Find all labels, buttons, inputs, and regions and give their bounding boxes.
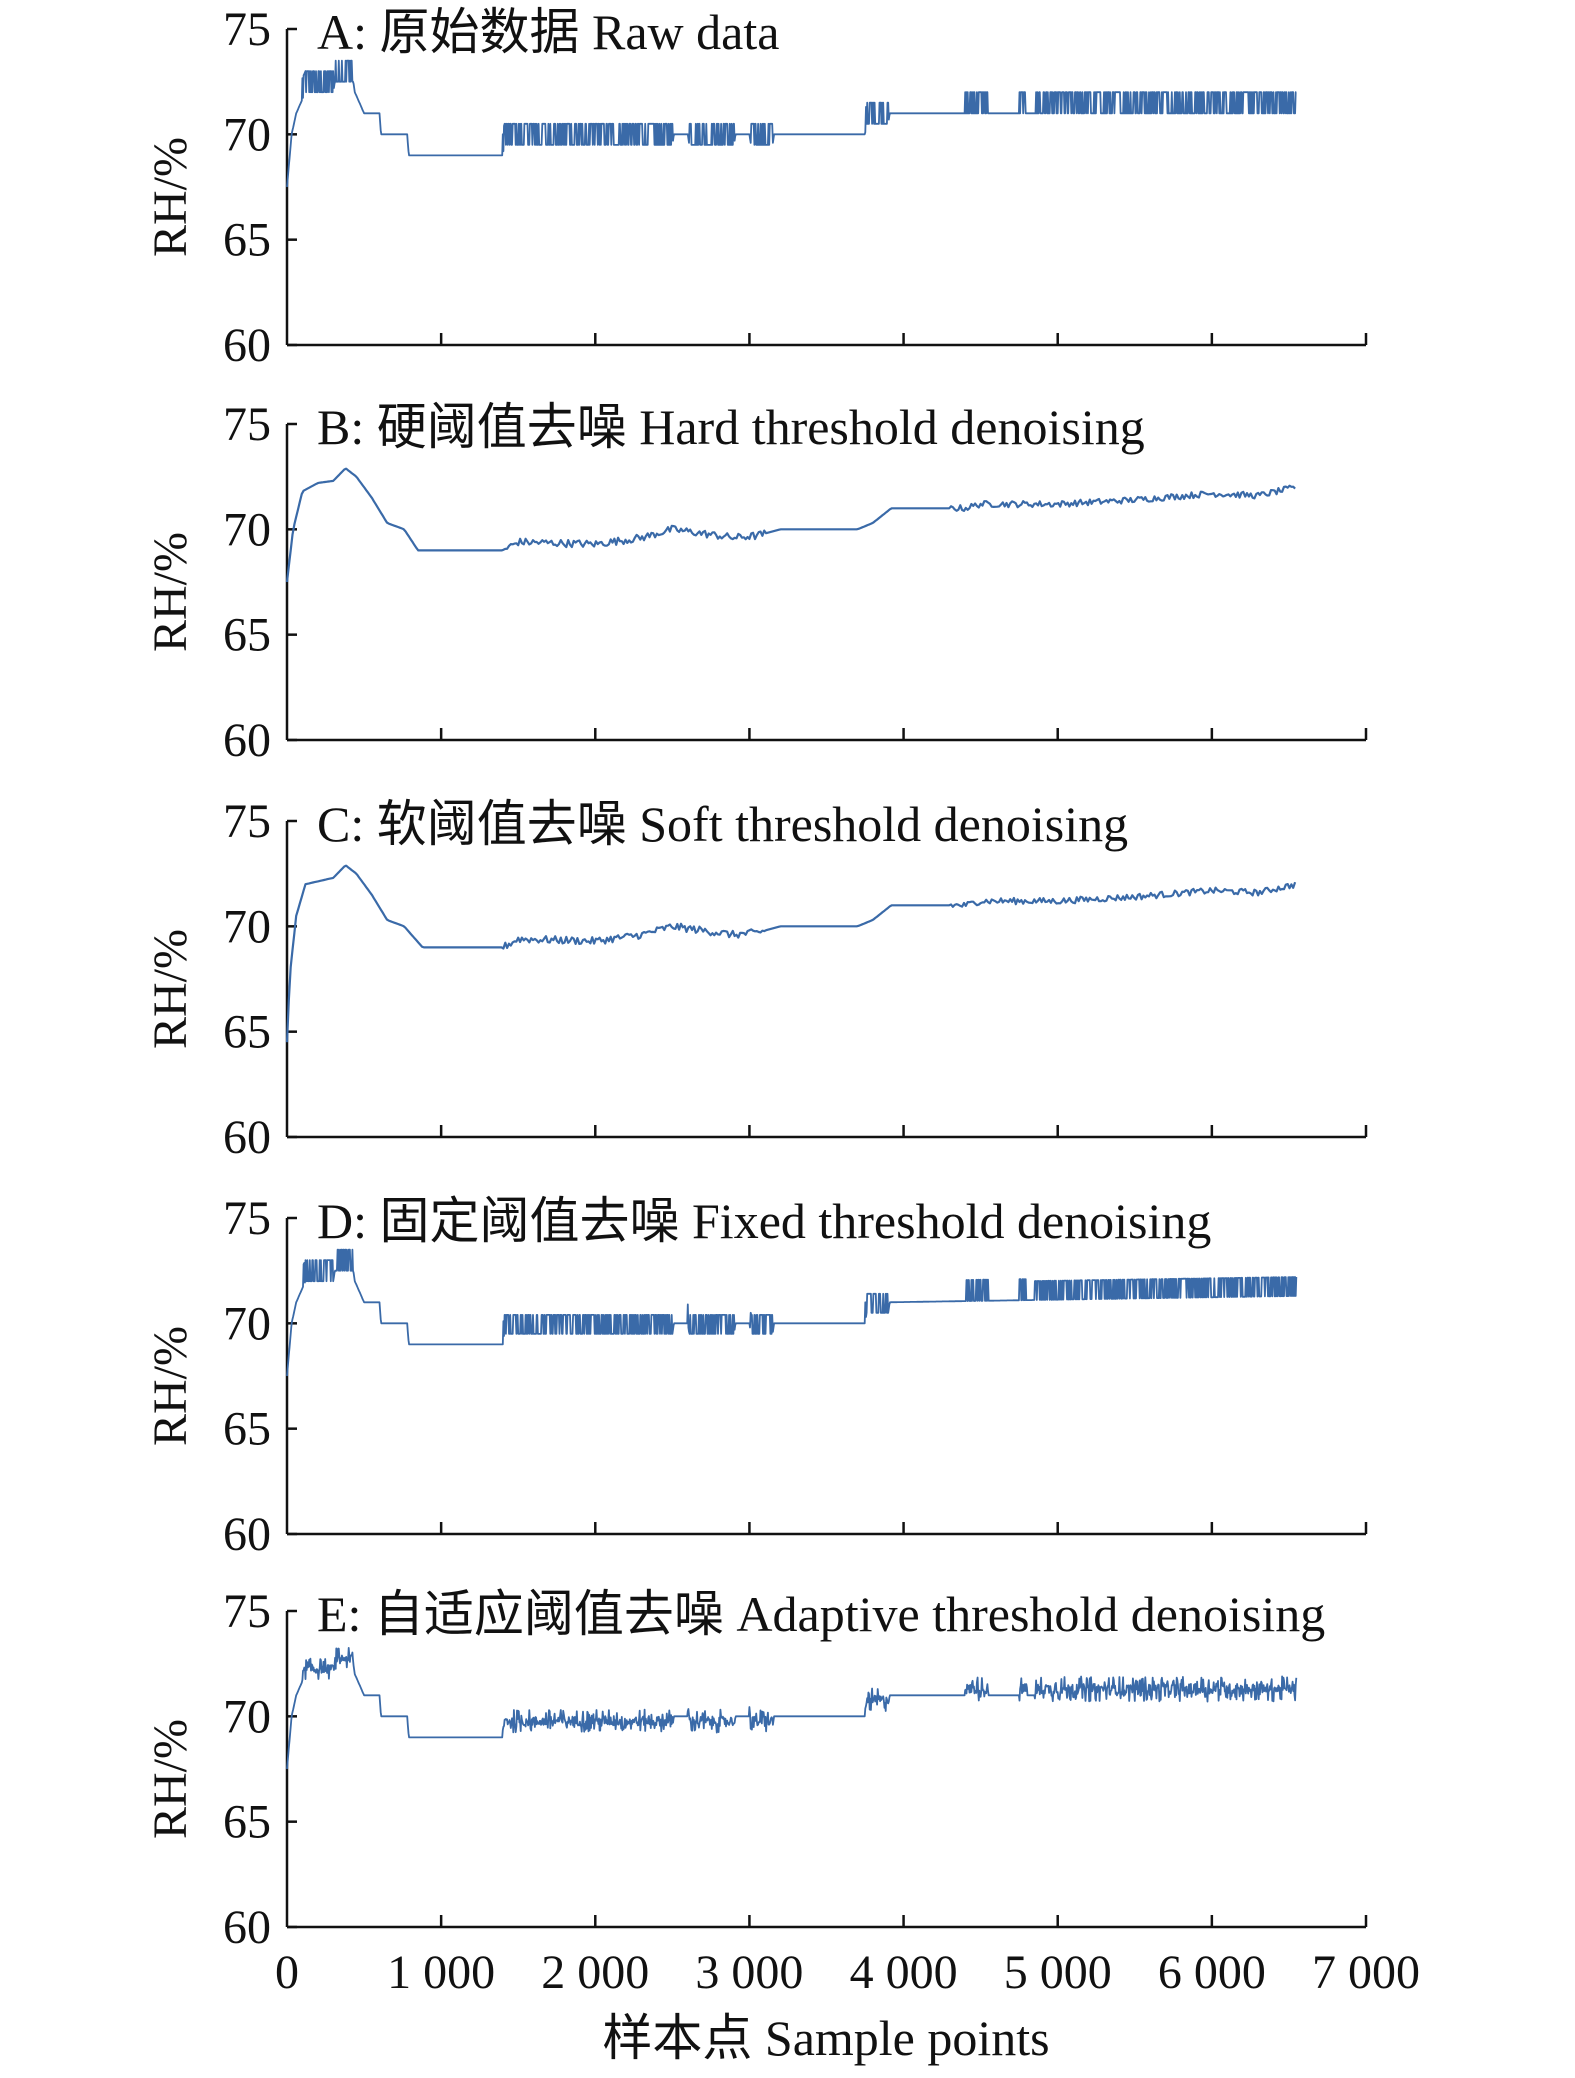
panel-title: B: 硬阈值去噪 Hard threshold denoising [317,399,1145,455]
y-tick-label: 60 [223,1508,271,1561]
y-tick-label: 65 [223,1006,271,1059]
y-tick-label: 70 [223,1297,271,1350]
x-tick-label: 0 [275,1946,299,1999]
rh-series-line [285,467,1296,583]
x-tick-labels: 0 1 000 2 000 3 000 4 000 5 000 6 000 7 000 [275,1946,1420,1999]
panel-title: D: 固定阈值去噪 Fixed threshold denoising [317,1193,1211,1249]
y-tick-label: 65 [223,214,271,267]
y-tick-label: 75 [223,3,271,56]
rh-series-line [285,864,1297,1043]
y-tick-label: 75 [223,1585,271,1638]
y-axis-label: RH/% [144,1719,197,1839]
rh-series-line [286,59,1297,188]
y-tick-label: 70 [223,108,271,161]
panel-title: C: 软阈值去噪 Soft threshold denoising [317,796,1128,852]
y-tick-label: 75 [223,398,271,451]
y-axis-label: RH/% [144,137,197,257]
y-tick-label: 70 [223,1690,271,1743]
x-tick-label: 2 000 [541,1946,649,1999]
x-tick-label: 5 000 [1004,1946,1112,1999]
panel-b: 60 65 70 75 RH/% B: 硬阈值去噪 Hard threshold deno… [144,398,1368,767]
panel-d: 60 65 70 75 RH/% D: 固定阈值去噪 Fixed threshold de… [144,1192,1368,1561]
rh-series-line [286,1248,1298,1377]
x-tick-label: 1 000 [387,1946,495,1999]
y-tick-label: 75 [223,795,271,848]
y-tick-label: 60 [223,319,271,372]
y-tick-label: 65 [223,1796,271,1849]
y-axis-label: RH/% [144,1326,197,1446]
panel-a: 60 65 70 75 RH/% A: 原始数据 Raw data [144,3,1368,372]
x-axis-label: 样本点 Sample points [602,2010,1049,2066]
panel-title: E: 自适应阈值去噪 Adaptive threshold denoising [317,1586,1325,1642]
x-tick-label: 3 000 [695,1946,803,1999]
y-tick-label: 70 [223,503,271,556]
y-tick-label: 75 [223,1192,271,1245]
x-tick-label: 4 000 [850,1946,958,1999]
x-tick-label: 7 000 [1312,1946,1420,1999]
y-tick-label: 60 [223,1901,271,1954]
panel-e: 60 65 70 75 RH/% E: 自适应阈值去噪 Adaptive threshol… [144,1585,1368,1954]
y-tick-label: 70 [223,900,271,953]
y-tick-label: 65 [223,1403,271,1456]
rh-series-line [286,1647,1298,1770]
y-axis-label: RH/% [144,929,197,1049]
y-tick-label: 60 [223,1111,271,1164]
panel-title: A: 原始数据 Raw data [317,4,779,60]
y-tick-label: 65 [223,609,271,662]
y-axis-label: RH/% [144,532,197,652]
panel-c: 60 65 70 75 RH/% C: 软阈值去噪 Soft threshold deno… [144,795,1368,1164]
x-tick-label: 6 000 [1158,1946,1266,1999]
y-tick-label: 60 [223,714,271,767]
